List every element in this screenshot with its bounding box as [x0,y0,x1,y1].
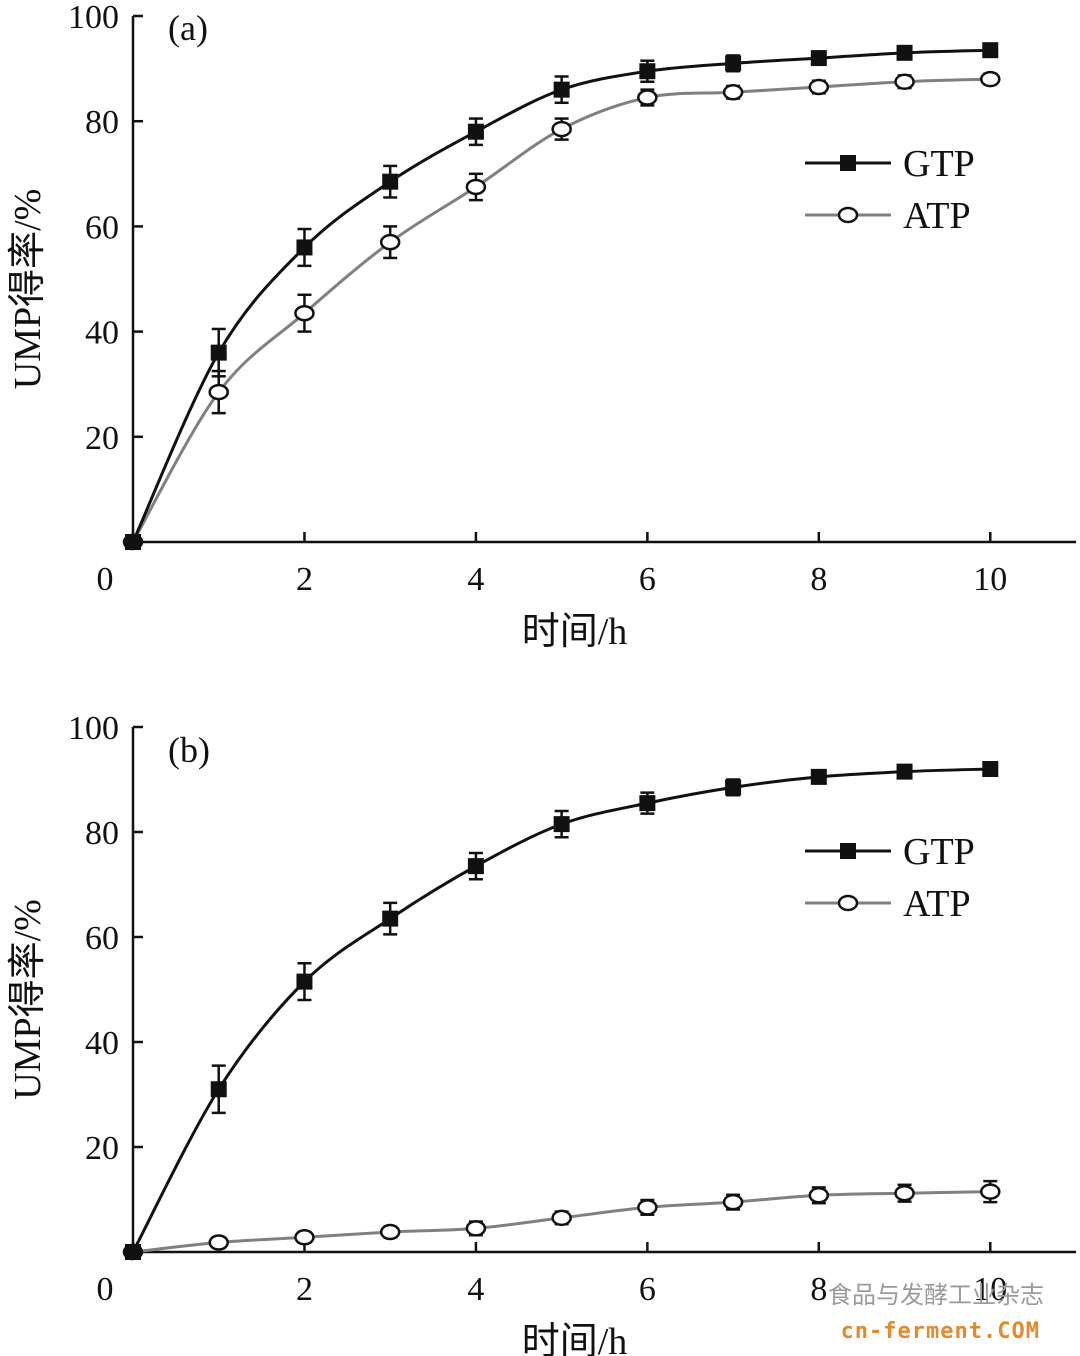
data-point [894,1184,915,1202]
data-point [637,89,658,106]
data-point [208,383,229,401]
legend-marker [837,206,859,224]
panel-label: (a) [168,8,208,48]
series-gtp [125,761,999,1260]
data-point [294,304,315,322]
x-tick-label: 10 [973,1271,1007,1308]
x-tick-label: 6 [639,561,656,598]
x-tick-label: 4 [467,1271,484,1308]
data-point [896,44,913,61]
x-tick-label: 0 [97,1271,114,1308]
y-tick-label: 80 [85,104,119,141]
data-point [982,42,999,59]
y-tick-label: 60 [85,920,119,957]
series-line [131,48,991,543]
data-point [808,1187,830,1204]
legend: GTP ATP [805,143,975,237]
chart-panel-b: 0 2 4 6 8 10 20 40 60 80 100 时间/h UMP得率/% (b) GTP ATP [7,710,1076,1356]
data-point [637,1199,658,1216]
data-point [982,761,999,777]
data-point [296,973,313,990]
legend-marker [840,843,856,859]
watermark-text: 食品与发酵工业杂志 [828,1281,1044,1309]
data-point [639,63,656,80]
data-point [465,1220,487,1237]
data-point [125,534,141,550]
data-point [810,50,827,67]
y-tick-label: 60 [85,209,119,246]
panel-label: (b) [168,730,210,770]
data-point [722,84,744,101]
y-tick-label: 40 [85,315,119,352]
x-tick-label: 8 [810,561,827,598]
data-point [810,768,827,785]
legend: GTP ATP [805,831,975,925]
data-point [639,795,656,812]
data-point [808,78,830,96]
data-point [553,816,570,833]
data-point [296,239,313,256]
data-point [894,73,915,90]
data-point [465,178,487,196]
data-point [551,1209,572,1227]
legend-label: GTP [903,143,975,185]
y-tick-label: 20 [85,420,119,457]
y-tick-label: 80 [85,815,119,852]
data-point [125,1244,141,1260]
data-point [553,81,570,98]
legend-marker [837,894,859,912]
y-axis-title: UMP得率/% [7,899,49,1100]
series-gtp [125,42,999,550]
series-line [131,767,991,1253]
data-point [725,55,742,72]
data-point [467,858,484,875]
data-point [722,1193,744,1211]
x-axis-title: 时间/h [522,1321,628,1356]
x-tick-label: 4 [467,561,484,598]
x-axis-title: 时间/h [522,611,628,653]
legend-marker [840,155,856,171]
x-tick-label: 0 [97,561,114,598]
x-tick-label: 2 [296,561,313,598]
y-tick-label: 100 [68,0,119,36]
data-point [379,233,401,251]
data-point [210,344,227,361]
y-axis-title: UMP得率/% [7,189,49,390]
x-tick-label: 2 [296,1271,313,1308]
data-point [210,1081,227,1098]
data-point [382,910,399,927]
data-point [551,120,572,138]
data-point [294,1229,315,1246]
data-point [896,763,913,780]
watermark-url: cn-ferment.COM [840,1319,1040,1344]
series-atp [122,70,1001,551]
x-tick-label: 10 [973,561,1007,598]
series-line [131,77,991,543]
series-atp [122,1179,1001,1261]
data-point [980,70,1001,88]
data-point [725,779,742,796]
data-point [467,123,484,140]
x-tick-label: 6 [639,1271,656,1308]
legend-label: ATP [903,195,971,237]
legend-label: GTP [903,831,975,873]
data-point [379,1223,401,1241]
y-tick-label: 100 [68,710,119,747]
chart-panel-a: 0 2 4 6 8 10 20 40 60 80 100 时间/h UMP得率/% (a) GTP ATP [7,0,1076,653]
y-tick-label: 20 [85,1130,119,1167]
y-tick-label: 40 [85,1025,119,1062]
x-tick-label: 8 [810,1271,827,1308]
legend-label: ATP [903,883,971,925]
data-point [980,1183,1001,1200]
data-point [382,173,399,190]
data-point [208,1234,229,1251]
